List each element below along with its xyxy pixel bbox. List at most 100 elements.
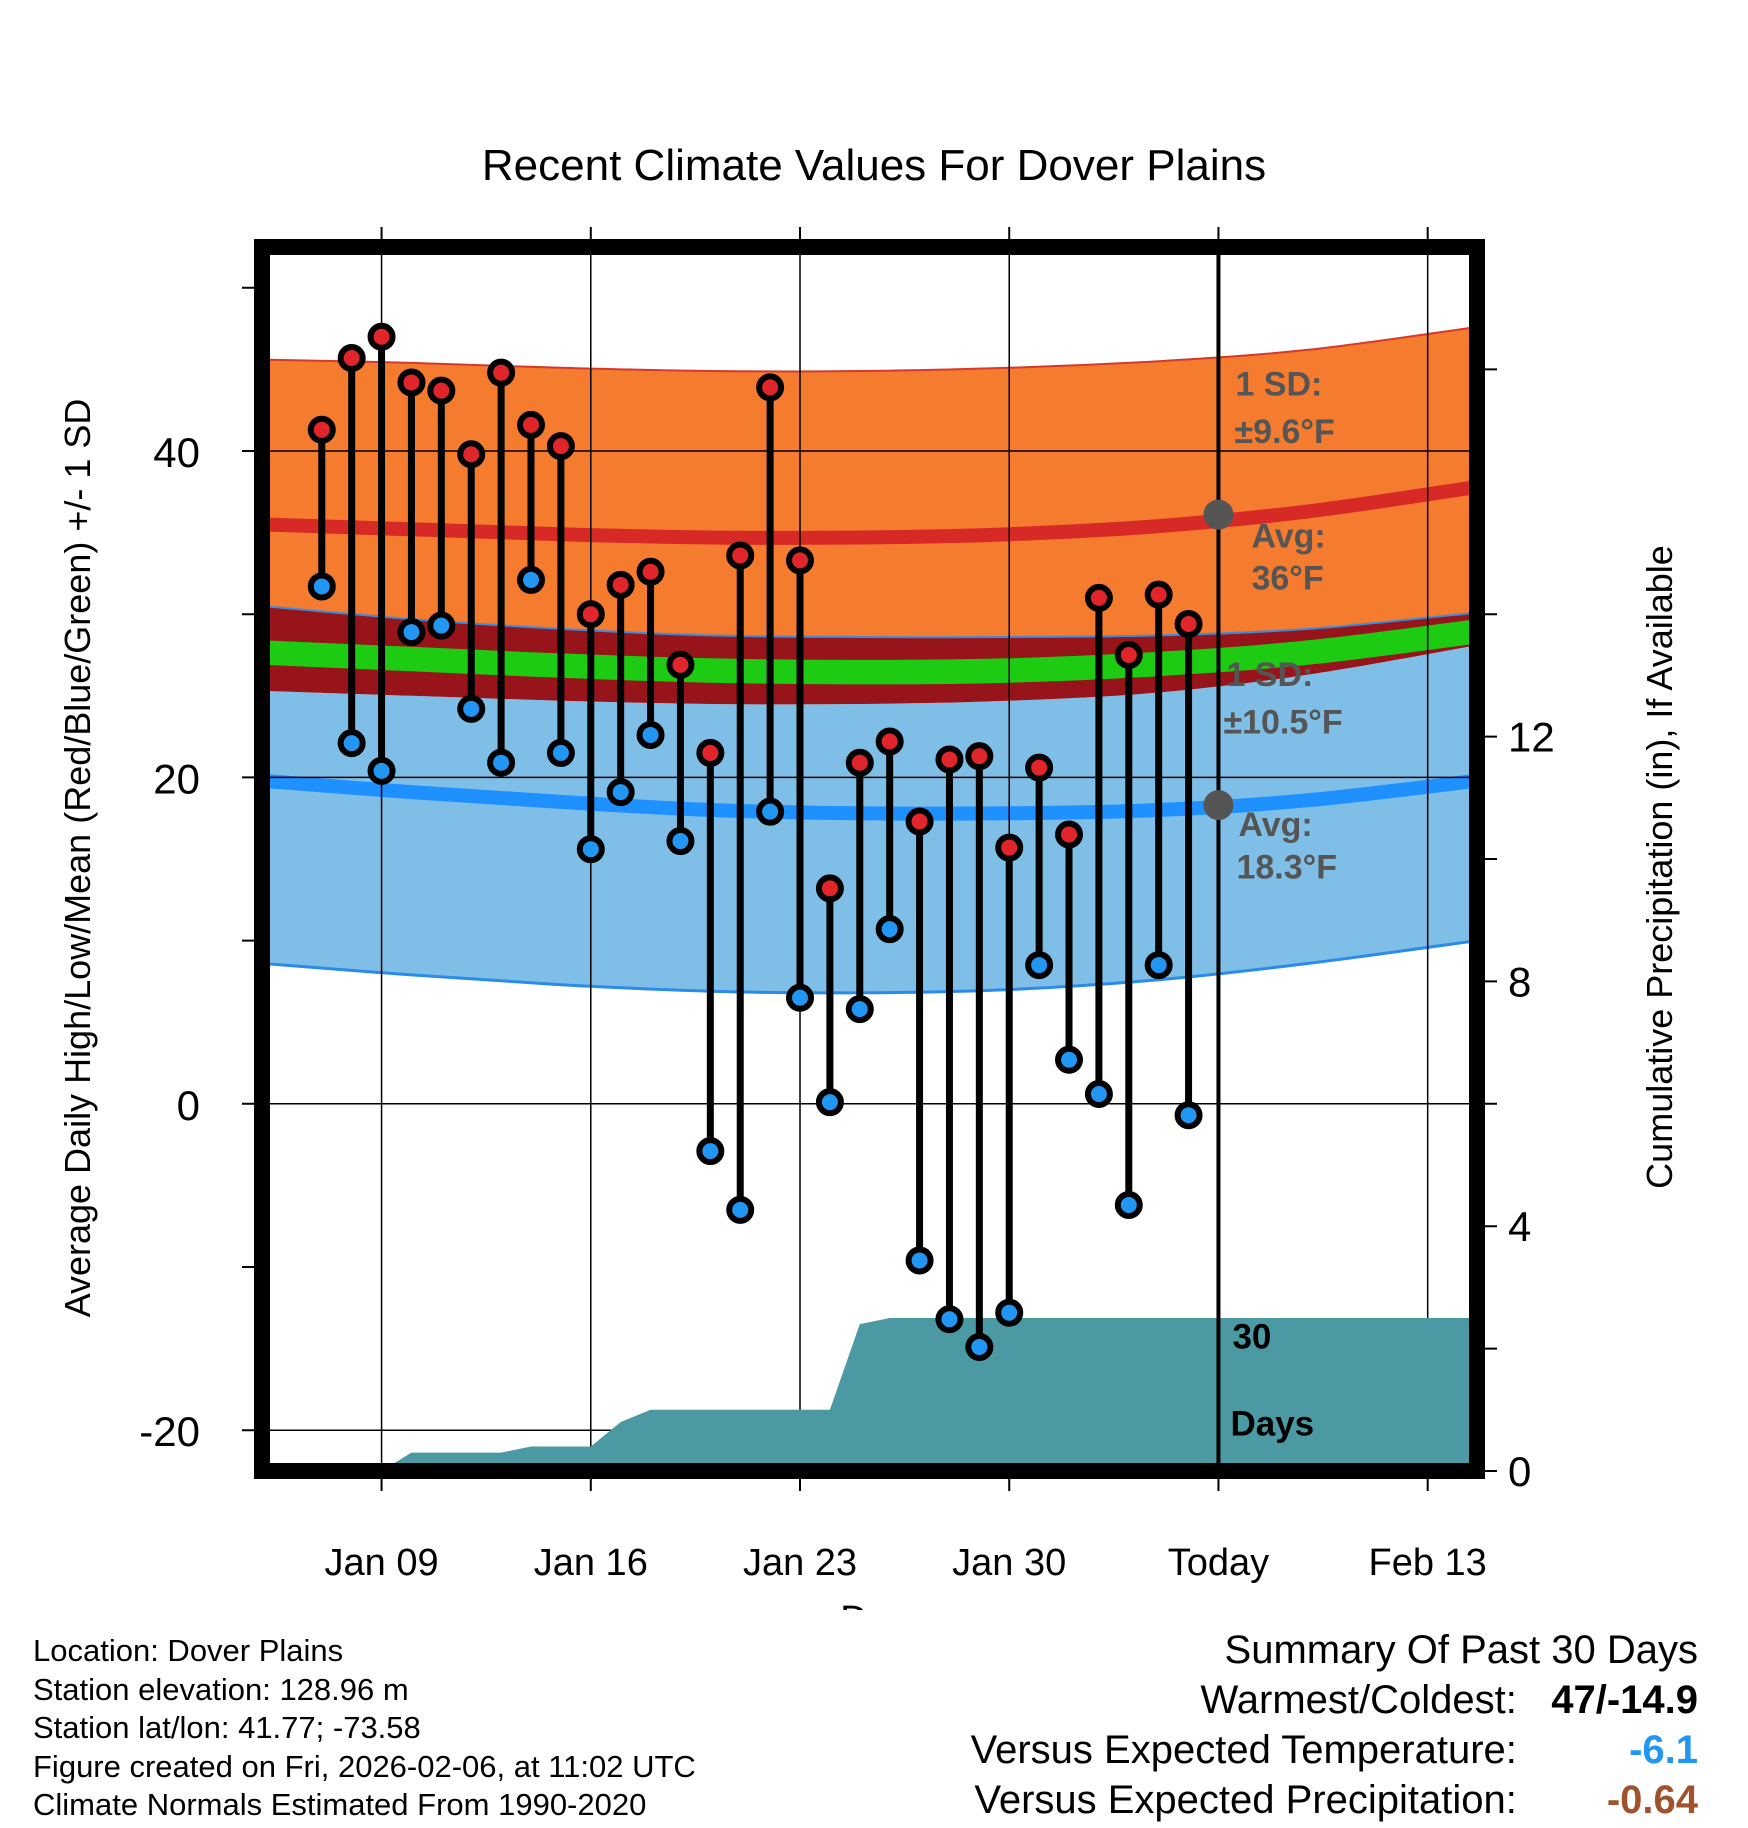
daily-low-point — [905, 1246, 934, 1275]
high-lower-line — [262, 605, 1477, 639]
y-tick-label-right: 4 — [1508, 1203, 1531, 1250]
daily-high-point — [546, 432, 575, 461]
summary-temp-row: Versus Expected Temperature: -6.1 — [971, 1725, 1698, 1775]
info-location: Location: Dover Plains — [33, 1633, 344, 1668]
daily-high-point — [666, 650, 695, 679]
summary-warmest-value: 47/-14.9 — [1551, 1678, 1698, 1722]
daily-low-point — [517, 565, 546, 594]
daily-low-point — [367, 756, 396, 785]
summary-precip-value: -0.64 — [1606, 1778, 1698, 1822]
y-tick-label-left: 0 — [177, 1082, 200, 1129]
daily-high-point — [337, 343, 366, 372]
high-sd-label: 1 SD: — [1235, 366, 1322, 404]
daily-high-point — [786, 546, 815, 575]
daily-high-point — [1084, 583, 1113, 612]
daily-high-point — [517, 410, 546, 439]
daily-low-point — [935, 1305, 964, 1334]
daily-high-point — [487, 358, 516, 387]
daily-low-point — [696, 1137, 725, 1166]
daily-low-point — [756, 797, 785, 826]
chart-title: Recent Climate Values For Dover Plains — [482, 141, 1266, 190]
low-sd-value: ±10.5°F — [1223, 703, 1342, 741]
daily-low-point — [307, 572, 336, 601]
info-normals: Climate Normals Estimated From 1990-2020 — [33, 1787, 647, 1822]
x-tick-label: Jan 23 — [743, 1542, 857, 1584]
daily-high-point — [1144, 580, 1173, 609]
summary-warmest-row: Warmest/Coldest: 47/-14.9 — [971, 1675, 1699, 1725]
info-created: Figure created on Fri, 2026-02-06, at 11… — [33, 1748, 696, 1784]
daily-low-point — [606, 778, 635, 807]
daily-low-point — [815, 1088, 844, 1117]
daily-low-point — [397, 618, 426, 647]
overlap-band — [262, 606, 1477, 705]
y-tick-label-right: 8 — [1508, 958, 1531, 1005]
climate-chart: 1 SD: ±9.6°F Avg: 36°F 1 SD: ±10.5°F Avg: 18.3°… — [57, 141, 1680, 1610]
y-axis-label-left: Average Daily High/Low/Mean (Red/Blue/Gr… — [57, 399, 98, 1318]
x-tick-label: Jan 16 — [534, 1542, 648, 1584]
daily-low-point — [845, 995, 874, 1024]
daily-high-point — [756, 373, 785, 402]
mean-band — [262, 619, 1477, 685]
daily-low-point — [1144, 951, 1173, 980]
summary-panel: Summary Of Past 30 Days Warmest/Coldest:… — [971, 1625, 1698, 1825]
daily-high-point — [1174, 609, 1203, 638]
daily-low-point — [786, 983, 815, 1012]
summary-temp-value: -6.1 — [1629, 1728, 1698, 1772]
daily-low-point — [636, 720, 665, 749]
daily-low-point — [427, 611, 456, 640]
info-elevation: Station elevation: 128.96 m — [33, 1671, 409, 1707]
daily-high-point — [845, 748, 874, 777]
daily-low-point — [576, 835, 605, 864]
daily-high-point — [905, 807, 934, 836]
y-axis-label-right: Cumulative Precipitation (in), If Availa… — [1639, 545, 1680, 1189]
daily-high-point — [457, 440, 486, 469]
daily-high-point — [1114, 641, 1143, 669]
daily-low-point — [1055, 1045, 1084, 1074]
y-tick-label-right: 12 — [1508, 714, 1555, 761]
daily-high-point — [576, 600, 605, 629]
y-tick-label-left: -20 — [139, 1408, 200, 1455]
precipitation-area — [381, 1318, 1477, 1471]
daily-low-point — [1084, 1080, 1113, 1109]
x-axis-label: Day — [840, 1599, 908, 1610]
daily-low-point — [965, 1332, 994, 1361]
y-tick-label-left: 40 — [153, 429, 200, 476]
summary-warmest-label: Warmest/Coldest: — [1200, 1678, 1517, 1722]
daily-high-point — [935, 745, 964, 774]
summary-title: Summary Of Past 30 Days — [1224, 1628, 1698, 1672]
summary-precip-row: Versus Expected Precipitation: -0.64 — [971, 1775, 1698, 1825]
y-tick-label-right: 0 — [1508, 1448, 1531, 1495]
high-avg-label: Avg: — [1251, 517, 1325, 555]
daily-high-point — [696, 738, 725, 767]
daily-low-point — [1174, 1101, 1203, 1130]
daily-low-point — [666, 827, 695, 856]
daily-high-point — [875, 727, 904, 756]
daily-low-point — [457, 694, 486, 723]
days-label: Days — [1230, 1405, 1314, 1444]
daily-low-point — [995, 1298, 1024, 1327]
x-tick-label: Jan 30 — [952, 1542, 1066, 1584]
daily-low-point — [337, 729, 366, 758]
daily-high-point — [726, 541, 755, 570]
daily-low-point — [487, 748, 516, 777]
daily-high-point — [965, 742, 994, 771]
daily-high-point — [397, 368, 426, 397]
high-sd-band — [262, 327, 1477, 638]
daily-high-point — [606, 570, 635, 599]
daily-low-point — [875, 915, 904, 944]
daily-low-point — [726, 1195, 755, 1224]
high-sd-value: ±9.6°F — [1234, 413, 1334, 451]
info-latlon: Station lat/lon: 41.77; -73.58 — [33, 1710, 421, 1745]
high-upper-line — [262, 326, 1477, 373]
summary-temp-label: Versus Expected Temperature: — [970, 1728, 1517, 1772]
low-sd-label: 1 SD: — [1226, 656, 1313, 694]
daily-high-point — [815, 874, 844, 903]
x-tick-label: Today — [1168, 1542, 1269, 1584]
daily-low-point — [546, 738, 575, 767]
daily-high-point — [367, 322, 396, 351]
low-average-marker — [1203, 790, 1234, 821]
high-avg-value: 36°F — [1251, 560, 1323, 598]
low-avg-value: 18.3°F — [1236, 849, 1337, 887]
daily-high-point — [427, 376, 456, 405]
daily-high-point — [1025, 753, 1054, 782]
